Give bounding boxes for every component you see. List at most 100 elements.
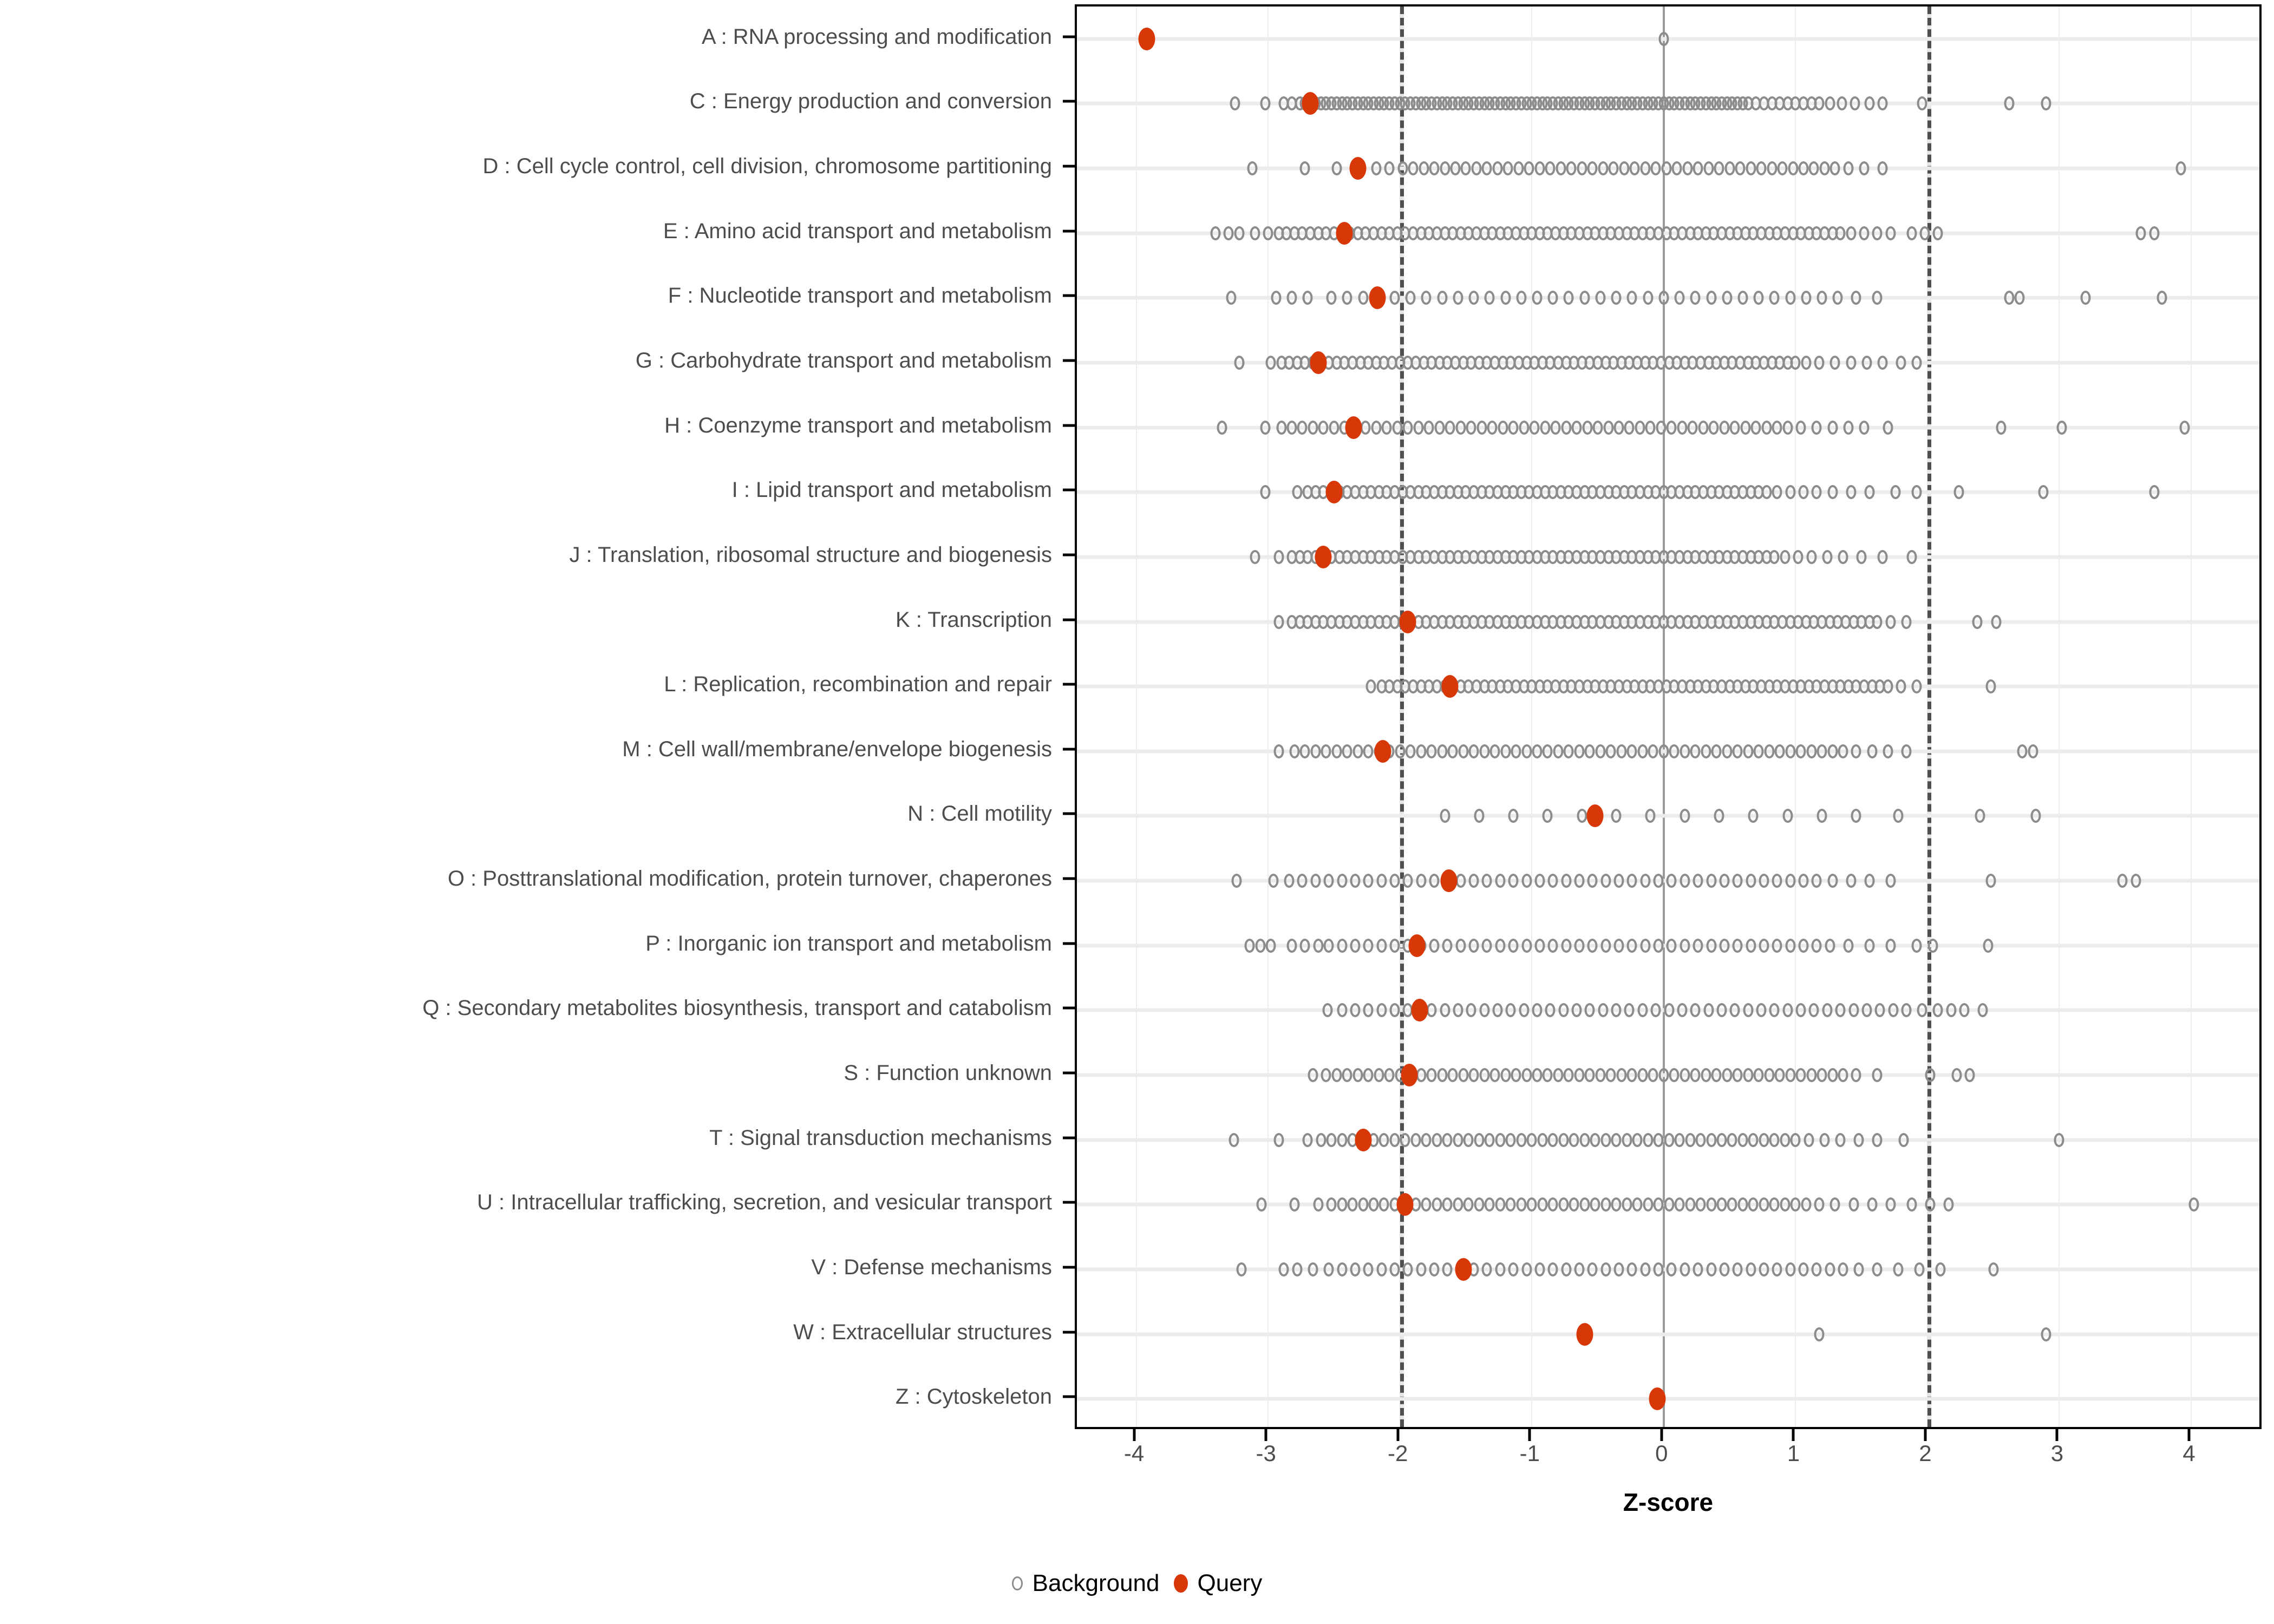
background-point bbox=[1782, 1003, 1793, 1018]
query-point[interactable] bbox=[1440, 869, 1458, 893]
background-point bbox=[1693, 938, 1703, 953]
background-point bbox=[1613, 1262, 1624, 1276]
background-point bbox=[1563, 291, 1574, 305]
background-point bbox=[1569, 1132, 1579, 1147]
background-point bbox=[1906, 226, 1917, 240]
background-point bbox=[1632, 1132, 1643, 1147]
background-point bbox=[2041, 96, 2051, 111]
background-point bbox=[1674, 291, 1685, 305]
background-point bbox=[1392, 420, 1403, 435]
background-point bbox=[1991, 614, 2002, 629]
x-axis-tick bbox=[1924, 1429, 1927, 1441]
background-point bbox=[1816, 809, 1827, 823]
query-point[interactable] bbox=[1349, 157, 1367, 180]
background-point bbox=[1816, 1068, 1827, 1082]
background-point bbox=[1466, 1003, 1476, 1018]
background-point bbox=[1859, 161, 1870, 176]
background-point bbox=[1827, 485, 1838, 500]
background-point bbox=[1746, 161, 1756, 176]
background-point bbox=[1442, 938, 1453, 953]
background-point bbox=[1872, 1262, 1883, 1276]
query-point[interactable] bbox=[1369, 286, 1386, 310]
legend-item-background[interactable]: Background bbox=[1011, 1570, 1160, 1597]
query-point[interactable] bbox=[1411, 999, 1428, 1022]
query-point[interactable] bbox=[1441, 675, 1459, 698]
background-point bbox=[1337, 1132, 1348, 1147]
background-point bbox=[1706, 1262, 1716, 1276]
background-point bbox=[1358, 1197, 1368, 1212]
background-point bbox=[2149, 226, 2160, 240]
x-axis-tick bbox=[1133, 1429, 1136, 1441]
query-point[interactable] bbox=[1355, 1128, 1371, 1151]
background-point bbox=[1785, 874, 1796, 888]
background-point bbox=[1722, 744, 1733, 758]
background-point bbox=[1613, 420, 1624, 435]
x-axis-tick-label: 4 bbox=[2182, 1440, 2195, 1466]
legend-item-query[interactable]: Query bbox=[1173, 1570, 1262, 1597]
query-point[interactable] bbox=[1455, 1258, 1472, 1281]
query-point[interactable] bbox=[1396, 1193, 1414, 1216]
background-point bbox=[1421, 1132, 1432, 1147]
background-point bbox=[1911, 485, 1922, 500]
background-point bbox=[1835, 226, 1846, 240]
background-point bbox=[1350, 1262, 1361, 1276]
background-point bbox=[1532, 1003, 1543, 1018]
background-point bbox=[1395, 744, 1406, 758]
background-point bbox=[1408, 161, 1419, 176]
background-point bbox=[1798, 1262, 1809, 1276]
query-point[interactable] bbox=[1586, 804, 1604, 828]
background-point bbox=[1574, 874, 1585, 888]
background-point bbox=[1706, 874, 1716, 888]
query-point[interactable] bbox=[1649, 1387, 1666, 1411]
query-point[interactable] bbox=[1408, 934, 1426, 957]
query-point[interactable] bbox=[1399, 610, 1416, 633]
y-axis-label: J : Translation, ribosomal structure and… bbox=[569, 542, 1052, 567]
query-point[interactable] bbox=[1315, 545, 1332, 568]
y-axis-label: P : Inorganic ion transport and metaboli… bbox=[645, 931, 1052, 955]
background-point bbox=[1732, 1068, 1743, 1082]
query-point[interactable] bbox=[1138, 27, 1155, 50]
query-point[interactable] bbox=[1401, 1064, 1418, 1086]
x-axis-tick-label: -3 bbox=[1256, 1440, 1276, 1466]
y-axis-tick bbox=[1063, 1071, 1075, 1075]
filled-circle-icon bbox=[1173, 1574, 1188, 1593]
query-point[interactable] bbox=[1302, 92, 1319, 115]
background-point bbox=[1838, 1262, 1848, 1276]
background-point bbox=[1579, 1197, 1590, 1212]
background-point bbox=[1481, 1262, 1492, 1276]
background-point bbox=[1468, 874, 1479, 888]
background-point bbox=[1613, 874, 1624, 888]
background-point bbox=[1716, 1003, 1727, 1018]
background-point bbox=[1846, 226, 1857, 240]
background-point bbox=[1405, 744, 1416, 758]
background-point bbox=[1793, 549, 1803, 564]
query-point[interactable] bbox=[1374, 739, 1391, 763]
background-point bbox=[1814, 96, 1825, 111]
query-point[interactable] bbox=[1325, 481, 1343, 504]
background-point bbox=[1746, 874, 1756, 888]
query-point[interactable] bbox=[1576, 1322, 1593, 1346]
background-point bbox=[1722, 1068, 1733, 1082]
background-point bbox=[1358, 291, 1368, 305]
background-point bbox=[1323, 874, 1334, 888]
plot-area bbox=[1075, 4, 2262, 1429]
background-point bbox=[1505, 1003, 1516, 1018]
background-point bbox=[1690, 1068, 1701, 1082]
background-point bbox=[1740, 420, 1751, 435]
query-point[interactable] bbox=[1336, 221, 1353, 245]
background-point bbox=[1342, 744, 1352, 758]
query-point[interactable] bbox=[1310, 351, 1327, 374]
threshold-line-2 bbox=[1927, 6, 1931, 1427]
background-point bbox=[1492, 161, 1503, 176]
background-point bbox=[1437, 744, 1448, 758]
background-point bbox=[1508, 420, 1519, 435]
background-point bbox=[1743, 1068, 1754, 1082]
background-point bbox=[1680, 874, 1690, 888]
background-point bbox=[1600, 874, 1611, 888]
query-point[interactable] bbox=[1345, 416, 1362, 439]
y-axis-tick bbox=[1063, 359, 1075, 362]
background-point bbox=[2041, 1327, 2051, 1341]
background-point bbox=[1337, 874, 1348, 888]
gridline-x-3 bbox=[2059, 6, 2060, 1427]
background-point bbox=[1829, 161, 1840, 176]
